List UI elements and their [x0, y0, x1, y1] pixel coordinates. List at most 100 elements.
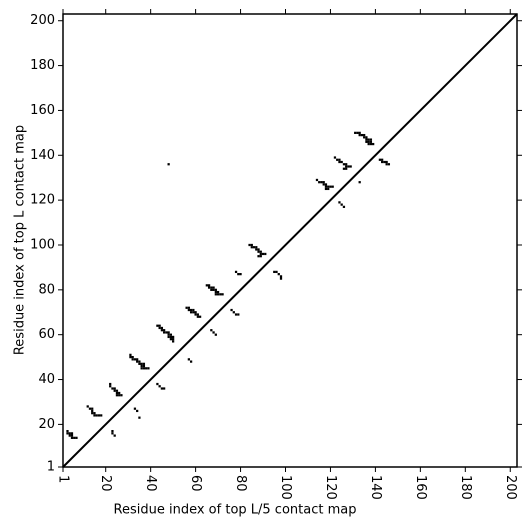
y-tick-label: 40 [38, 372, 55, 387]
contact-point [189, 360, 193, 363]
contact-point [261, 252, 265, 256]
contact-point [73, 436, 76, 439]
contact-point [237, 273, 240, 276]
plot-frame [62, 13, 518, 468]
contact-point [129, 355, 132, 359]
contact-point [358, 181, 361, 184]
y-axis-label: Residue index of top L contact map [13, 125, 28, 355]
contact-point [333, 156, 337, 159]
contact-point [140, 362, 143, 365]
contact-point [160, 387, 164, 390]
contact-point [212, 286, 215, 289]
y-tick-label: 80 [38, 282, 55, 297]
contact-point [338, 201, 341, 204]
x-tick-label: 140 [368, 475, 383, 500]
contact-point [163, 331, 166, 334]
contact-point [365, 140, 368, 143]
contact-point [363, 136, 366, 139]
contact-point [131, 358, 134, 361]
contact-point [358, 131, 361, 134]
contact-point [163, 329, 166, 332]
contact-point [160, 326, 164, 330]
contact-point [113, 387, 116, 390]
x-tick-label: 1 [56, 475, 71, 483]
contact-point [158, 324, 161, 327]
contact-point [277, 273, 280, 276]
contact-point [210, 286, 213, 289]
contact-point [331, 185, 334, 188]
contact-point [259, 255, 262, 258]
contact-point [248, 243, 251, 247]
contact-point [369, 142, 373, 146]
contact-point [257, 255, 260, 258]
contact-point [86, 405, 89, 408]
contact-point [338, 158, 341, 161]
x-tick-label: 60 [188, 475, 203, 492]
contact-point [91, 409, 94, 413]
contact-point [93, 414, 96, 417]
contact-point [327, 185, 330, 188]
contact-point [196, 313, 199, 316]
contact-point [169, 333, 173, 336]
contact-point [381, 158, 384, 161]
contact-point [342, 167, 346, 170]
contact-point [329, 185, 332, 188]
contact-point [156, 382, 159, 386]
contact-point [257, 248, 260, 251]
x-axis-label: Residue index of top L/5 contact map [114, 503, 357, 518]
contact-point [66, 429, 69, 433]
contact-point [111, 432, 114, 435]
diagonal [62, 13, 518, 468]
contact-point [167, 163, 170, 166]
contact-point [214, 288, 217, 291]
contact-point [275, 270, 278, 274]
contact-point [109, 385, 112, 388]
contact-point [142, 367, 146, 370]
contact-point [147, 367, 150, 370]
contact-point [160, 329, 164, 332]
contact-point [70, 434, 74, 437]
contact-point [221, 293, 224, 296]
contact-point [70, 436, 74, 439]
x-tick-label: 200 [503, 475, 518, 500]
contact-point [138, 362, 141, 365]
contact-point [167, 335, 170, 339]
contact-point [207, 284, 211, 287]
contact-point [234, 313, 238, 316]
contact-point [255, 246, 258, 249]
contact-point [378, 158, 382, 161]
contact-point [345, 163, 348, 166]
contact-point [360, 133, 364, 137]
contact-point [252, 246, 256, 249]
contact-point [194, 311, 197, 314]
contact-point [113, 389, 116, 392]
contact-point [115, 394, 119, 397]
contact-point [88, 407, 92, 410]
contact-point [259, 252, 262, 256]
contact-point [111, 429, 114, 433]
contact-point [91, 407, 94, 410]
contact-point [68, 432, 71, 435]
contact-point [145, 367, 148, 370]
contact-point [142, 364, 146, 368]
contact-point [345, 165, 348, 168]
contact-point [358, 133, 361, 137]
contact-point [210, 329, 213, 332]
contact-point [320, 181, 323, 184]
contact-point [340, 160, 343, 164]
contact-point [239, 273, 242, 276]
contact-point [365, 138, 368, 141]
x-tick-label: 100 [278, 475, 293, 500]
contact-point [138, 360, 141, 363]
contact-point [383, 160, 386, 164]
contact-point [70, 432, 74, 435]
contact-point [198, 315, 202, 318]
contact-point [167, 331, 170, 334]
contact-point [185, 306, 188, 309]
contact-point [140, 364, 143, 368]
x-tick-label: 40 [143, 475, 158, 492]
contact-point [140, 367, 143, 370]
contact-point [255, 248, 258, 251]
